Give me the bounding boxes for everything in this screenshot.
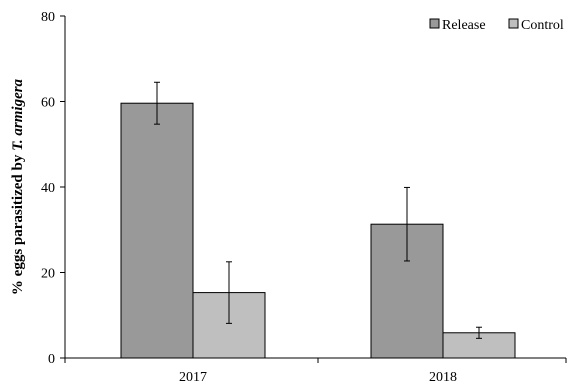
bar-release-2017 [120, 102, 194, 359]
x-tick-label: 2018 [429, 370, 457, 385]
y-axis-label-species: T. armigera [10, 78, 26, 150]
y-axis-label-prefix: % eggs parasitized by [10, 151, 26, 295]
legend-swatch [429, 18, 440, 29]
y-ticks: 0 20 40 60 80 [41, 10, 65, 367]
y-tick-label: 60 [41, 96, 55, 111]
plot-area [120, 81, 516, 359]
error-bar-release-2018 [404, 186, 410, 262]
y-tick-label: 40 [41, 181, 55, 196]
x-ticks: 2017 2018 [64, 358, 567, 385]
x-tick-label: 2017 [179, 370, 207, 385]
legend-swatch [508, 18, 519, 29]
legend-label: Release [442, 18, 486, 33]
y-axis-label: % eggs parasitized by T. armigera [10, 78, 26, 295]
y-tick-label: 20 [41, 267, 55, 282]
error-bar-control-2017 [226, 261, 232, 324]
legend-label: Control [521, 18, 564, 33]
error-bar-release-2017 [154, 81, 160, 125]
y-tick-label: 80 [41, 10, 55, 25]
legend-item-control: Control [508, 18, 564, 33]
y-tick-label: 0 [48, 352, 55, 367]
error-bar-control-2018 [476, 326, 482, 339]
legend: Release Control [429, 18, 564, 33]
legend-item-release: Release [429, 18, 486, 33]
